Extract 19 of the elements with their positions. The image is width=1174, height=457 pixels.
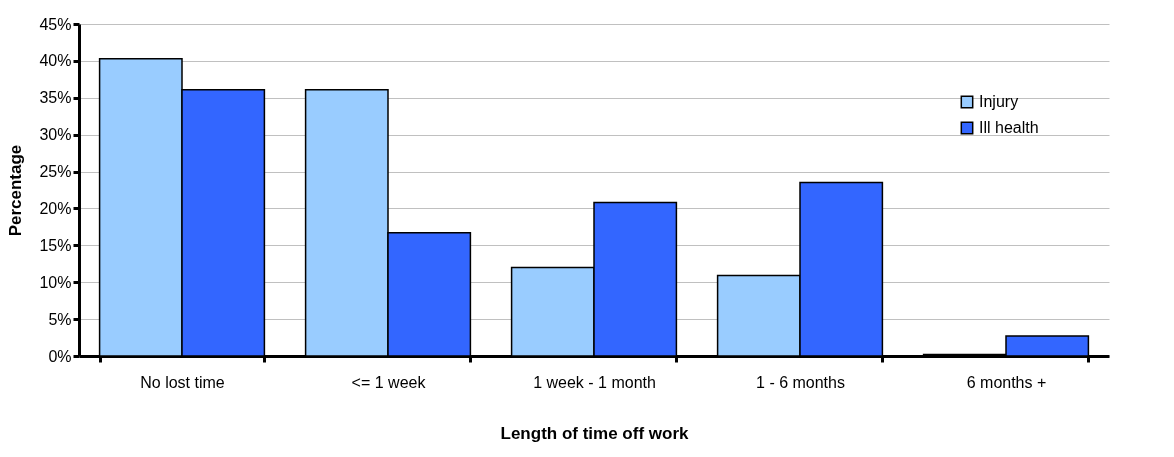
legend-label: Injury [979, 93, 1019, 110]
y-tick-label: 30% [39, 126, 72, 144]
x-axis-title: Length of time off work [500, 423, 690, 443]
y-tick-label: 5% [48, 310, 72, 328]
y-axis-title: Percentage [6, 144, 26, 237]
y-tick-label: 10% [39, 273, 72, 291]
y-tick-label: 35% [39, 89, 72, 107]
x-tick-label: No lost time [140, 373, 225, 391]
y-tick-label: 25% [39, 163, 72, 181]
x-tick-label: 6 months + [966, 373, 1047, 391]
y-tick-label: 20% [39, 199, 72, 217]
y-tick-label: 15% [39, 236, 72, 254]
y-tick-label: 45% [39, 15, 72, 33]
y-tick-label: 40% [39, 52, 72, 70]
x-tick-label: 1 week - 1 month [533, 373, 656, 391]
legend-label: Ill health [979, 119, 1039, 136]
y-tick-label: 0% [48, 347, 72, 365]
x-tick-label: <= 1 week [351, 373, 427, 391]
x-tick-label: 1 - 6 months [756, 373, 845, 391]
